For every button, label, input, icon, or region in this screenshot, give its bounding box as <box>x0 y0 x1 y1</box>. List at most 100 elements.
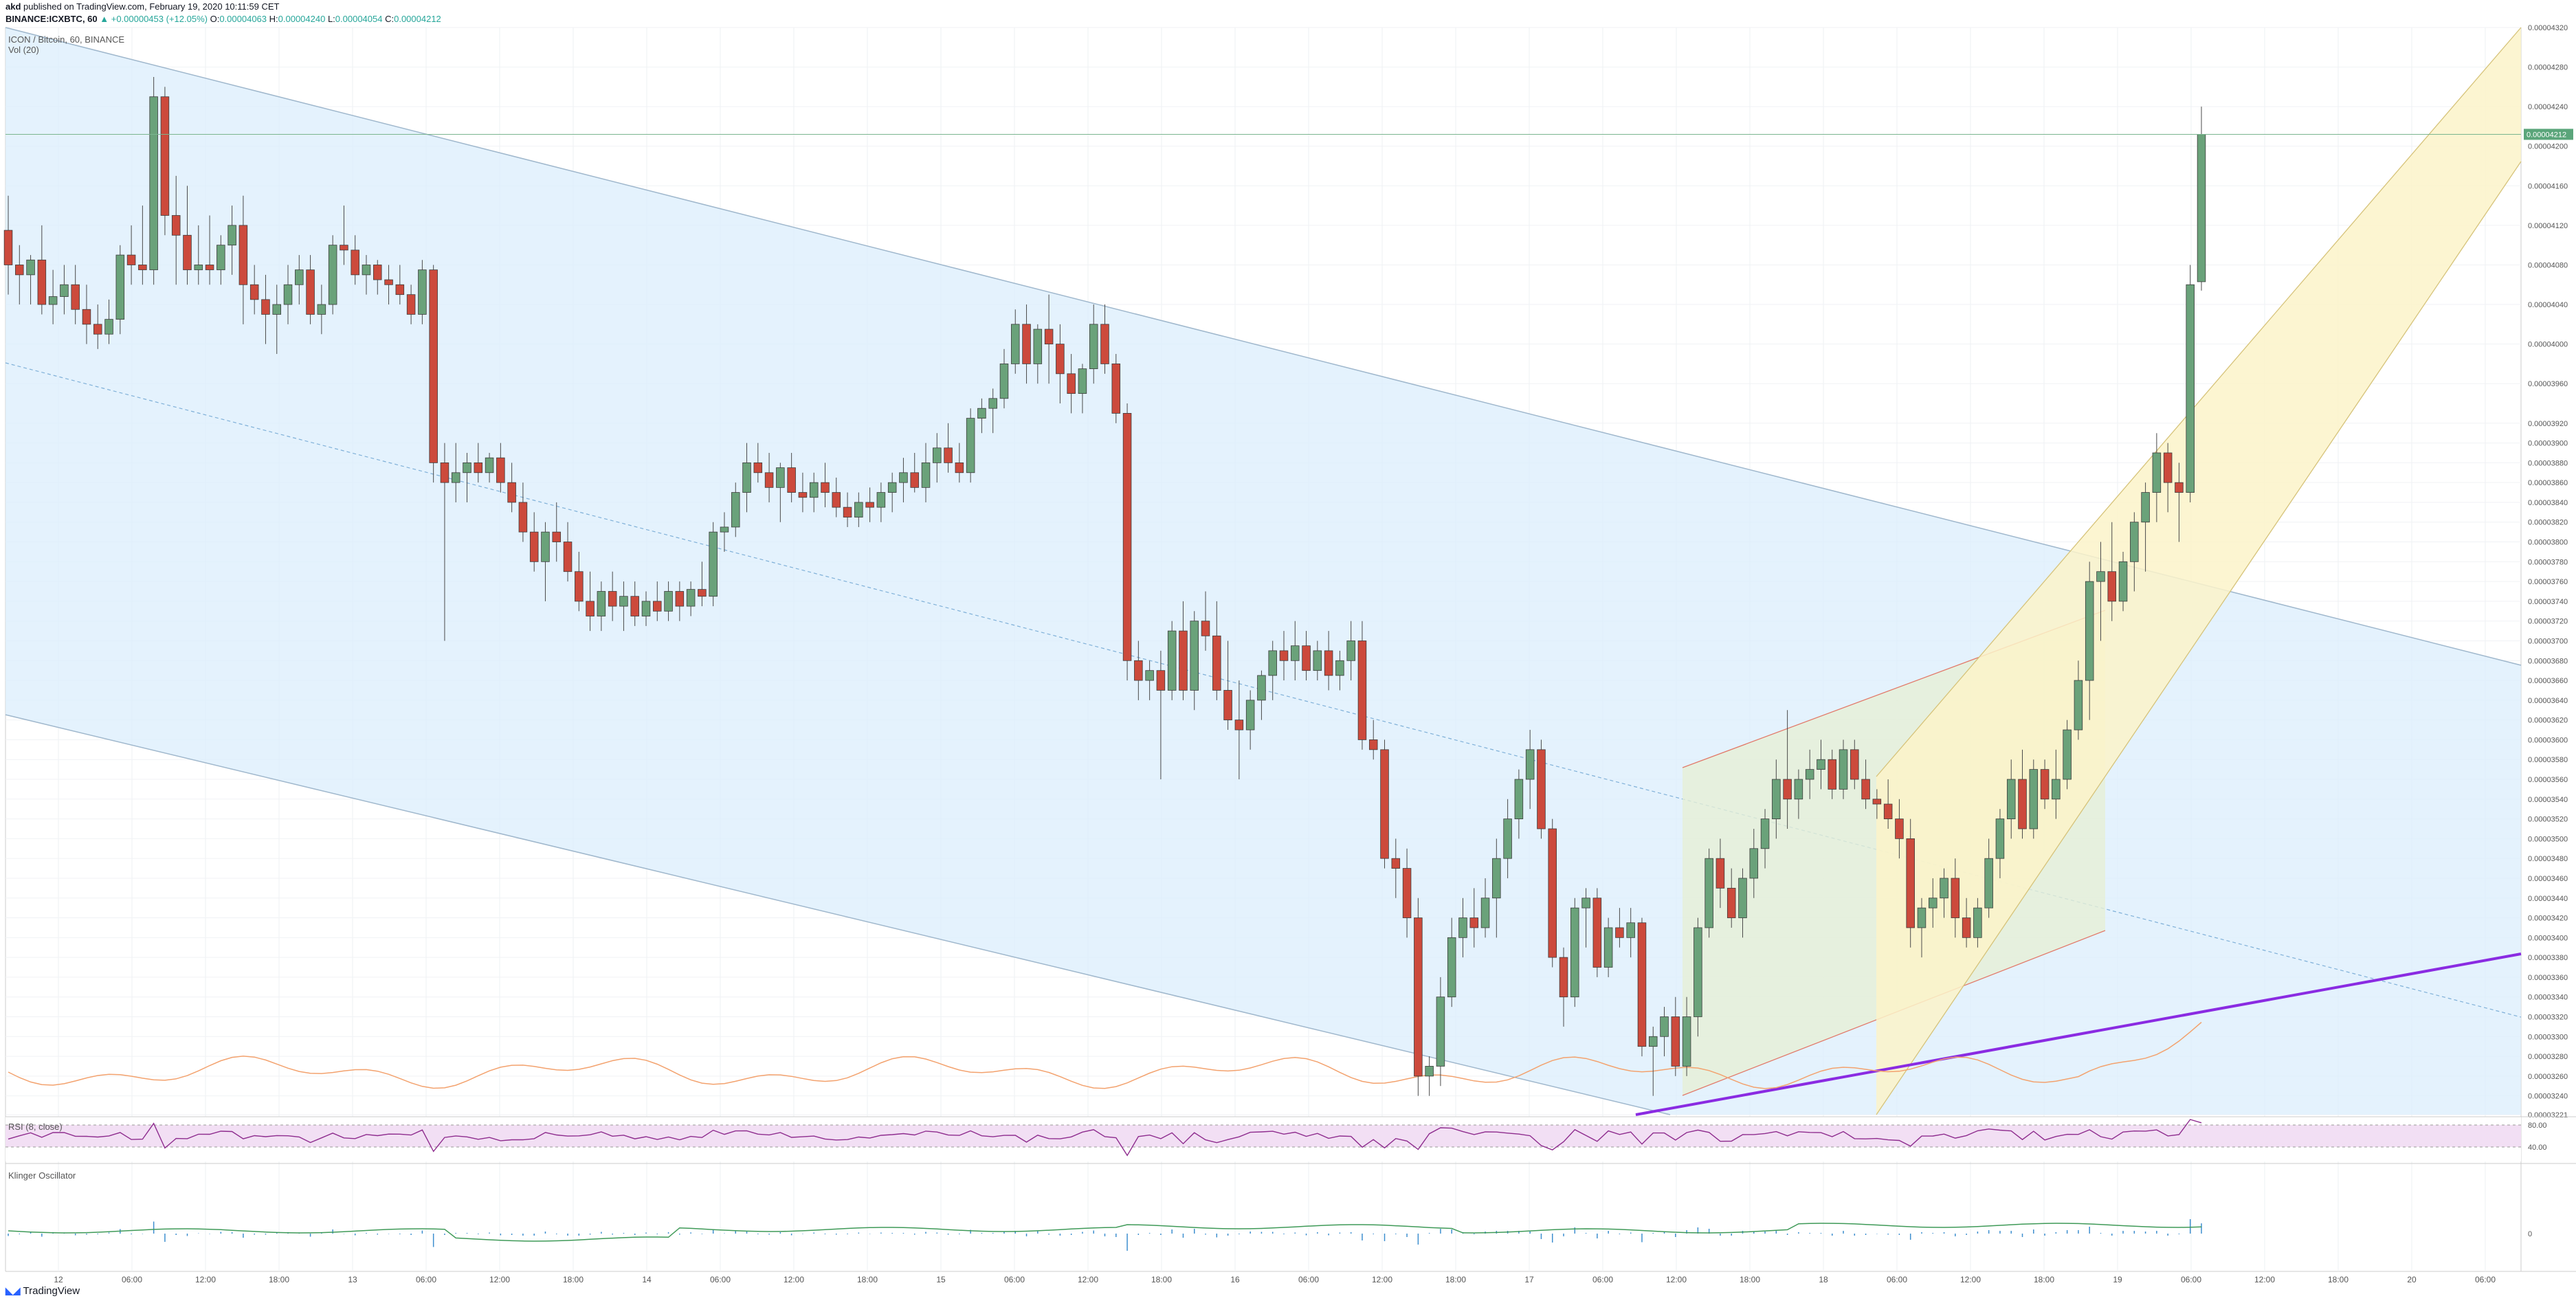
candle-body <box>93 324 102 335</box>
y-tick-label: 0.00004240 <box>2528 103 2568 111</box>
candle-body <box>664 591 673 612</box>
candle-body <box>1010 324 1020 364</box>
candle-body <box>1637 922 1647 1047</box>
candle-body <box>1402 868 1412 918</box>
candle-body <box>3 230 13 265</box>
vol-legend[interactable]: Vol (20) <box>8 45 39 55</box>
candle-body <box>429 269 438 463</box>
candle-body <box>149 96 158 271</box>
candle-body <box>306 269 315 315</box>
candle-body <box>1850 749 1859 780</box>
candle-body <box>1772 779 1781 819</box>
candle-body <box>328 245 337 305</box>
candle-body <box>2118 561 2128 602</box>
candle-body <box>1346 641 1355 661</box>
candle-body <box>630 596 639 616</box>
candle-body <box>340 245 348 251</box>
candle-body <box>1380 749 1389 859</box>
candle-body <box>1749 848 1759 879</box>
y-tick-label: 0.00004320 <box>2528 24 2568 32</box>
y-tick-label: 0.00004280 <box>2528 64 2568 72</box>
candle-body <box>1940 878 1948 899</box>
klinger-tick-0: 0 <box>2528 1230 2532 1238</box>
candle-body <box>1391 858 1401 869</box>
drawings-layer <box>5 27 2522 1116</box>
candle-body <box>854 502 863 517</box>
x-tick-label: 19 <box>2113 1275 2122 1284</box>
x-tick-label: 06:00 <box>2475 1275 2496 1284</box>
candle-body <box>384 279 393 285</box>
candle-body <box>1447 937 1456 998</box>
candle-body <box>1962 917 1971 938</box>
main-legend-title[interactable]: ICON / Bitcoin, 60, BINANCE <box>8 34 125 45</box>
x-tick-label: 12:00 <box>1078 1275 1098 1284</box>
rsi-tick-80: 80.00 <box>2528 1122 2547 1130</box>
candle-body <box>1906 838 1915 928</box>
candle-body <box>1648 1036 1658 1047</box>
y-tick-label: 0.00004160 <box>2528 182 2568 190</box>
candle-body <box>1022 324 1031 364</box>
publisher-name[interactable]: akd <box>5 1 21 12</box>
klinger-line <box>8 1223 2202 1242</box>
candle-body <box>1357 641 1367 740</box>
y-tick-label: 0.00003960 <box>2528 380 2568 388</box>
axis-layer: 12 06:00 12:00 18:00 13 06:00 12:00 18:00 14 06:0… <box>54 24 2568 1284</box>
main-legend: ICON / Bitcoin, 60, BINANCE Vol (20) <box>8 34 124 55</box>
x-tick-label: 12:00 <box>2254 1275 2275 1284</box>
candle-body <box>1145 670 1154 681</box>
candle-body <box>238 225 248 285</box>
y-tick-label: 0.00003840 <box>2528 499 2568 507</box>
candle-body <box>1167 630 1177 691</box>
rsi-legend[interactable]: RSI (8, close) <box>8 1122 63 1132</box>
y-tick-label: 0.00003860 <box>2528 479 2568 487</box>
x-tick-label: 12:00 <box>1666 1275 1687 1284</box>
last-price-text: 0.00004212 <box>2527 131 2566 139</box>
h-value: 0.00004240 <box>278 14 326 24</box>
c-label: C: <box>385 14 395 24</box>
o-value: 0.00004063 <box>219 14 267 24</box>
x-tick-label: 18:00 <box>1740 1275 1760 1284</box>
tradingview-logo[interactable]: ◣◢ TradingView <box>5 1285 80 1297</box>
candle-body <box>227 225 236 246</box>
candle-body <box>1839 749 1848 790</box>
x-tick-label: 12:00 <box>1372 1275 1392 1284</box>
x-tick-label: 20 <box>2407 1275 2417 1284</box>
x-tick-label: 12:00 <box>489 1275 510 1284</box>
candle-body <box>1548 828 1557 958</box>
klinger-legend[interactable]: Klinger Oscillator <box>8 1170 76 1181</box>
candle-body <box>2085 581 2094 681</box>
candle-body <box>138 265 147 271</box>
candle-body <box>15 265 24 276</box>
candle-body <box>1559 957 1568 998</box>
candle-body <box>1883 803 1893 819</box>
candle-body <box>1895 818 1904 839</box>
candle-body <box>1089 324 1098 370</box>
candle-body <box>1245 700 1255 731</box>
y-tick-label: 0.00004120 <box>2528 222 2568 230</box>
candle-body <box>1436 996 1445 1067</box>
candle-body <box>1044 328 1054 345</box>
candle-body <box>653 601 662 612</box>
candle-body <box>2152 452 2162 493</box>
candle-body <box>2074 680 2083 731</box>
candle-body <box>1973 907 1982 938</box>
candle-body <box>406 294 416 315</box>
candle-body <box>440 462 449 483</box>
candle-body <box>1514 779 1524 819</box>
publish-line: akd published on TradingView.com, Februa… <box>5 1 279 12</box>
candle-body <box>798 492 808 498</box>
h-label: H: <box>269 14 278 24</box>
x-tick-label: 18:00 <box>563 1275 584 1284</box>
x-tick-label: 12:00 <box>1960 1275 1981 1284</box>
candle-body <box>966 418 975 474</box>
y-tick-label: 0.00003221 <box>2528 1111 2568 1120</box>
candle-body <box>216 245 225 271</box>
steep-channel-lower <box>1876 161 2522 1115</box>
candle-body <box>362 265 371 276</box>
candle-body <box>1313 650 1322 671</box>
candle-body <box>832 492 841 508</box>
x-tick-label: 18:00 <box>1151 1275 1172 1284</box>
y-tick-label: 0.00003460 <box>2528 875 2568 883</box>
candle-body <box>485 457 494 474</box>
